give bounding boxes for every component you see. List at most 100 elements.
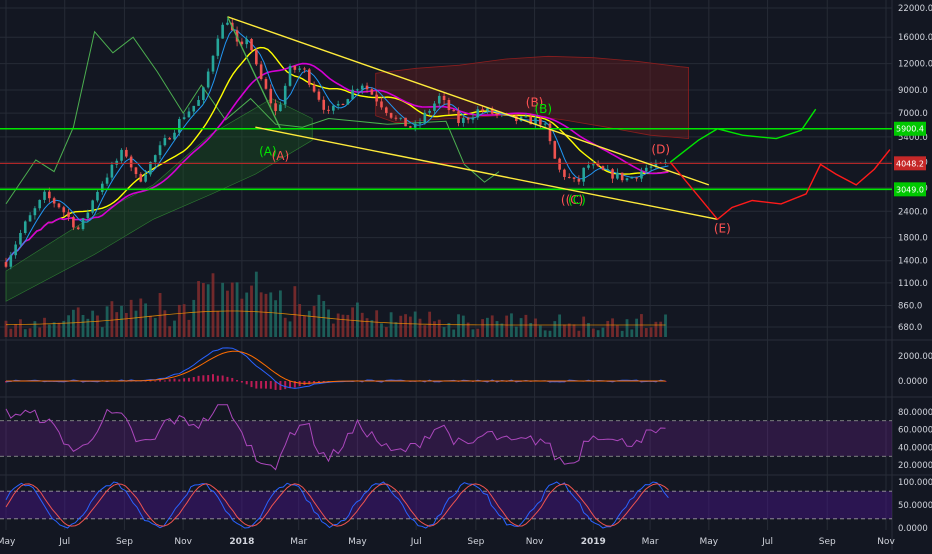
macd-histogram-bar bbox=[168, 379, 171, 382]
stoch-tick-label: 100.0000 bbox=[898, 478, 932, 488]
candle-body bbox=[226, 22, 229, 25]
candle-body bbox=[380, 101, 383, 108]
candle-body bbox=[57, 203, 61, 208]
volume-bar bbox=[211, 273, 215, 337]
x-tick-label: 2019 bbox=[581, 537, 606, 547]
volume-bar bbox=[447, 322, 451, 337]
wave-label: (D) bbox=[651, 143, 670, 157]
macd-histogram-bar bbox=[154, 380, 157, 382]
volume-bar bbox=[307, 310, 311, 337]
x-tick-label: Nov bbox=[877, 537, 895, 547]
candle-body bbox=[341, 103, 345, 105]
volume-bar bbox=[33, 321, 37, 337]
volume-bar bbox=[481, 319, 484, 337]
volume-bar bbox=[336, 313, 340, 337]
macd-histogram-bar bbox=[255, 381, 258, 389]
macd-histogram-bar bbox=[664, 381, 667, 382]
volume-bar bbox=[317, 294, 321, 337]
candle-body bbox=[336, 103, 340, 106]
rsi-tick-label: 20.0000 bbox=[898, 461, 932, 471]
volume-bar bbox=[587, 323, 590, 337]
candle-body bbox=[139, 174, 143, 182]
macd-histogram-bar bbox=[212, 374, 215, 382]
macd-histogram-bar bbox=[159, 380, 162, 382]
candle-body bbox=[616, 172, 619, 179]
volume-bar bbox=[230, 282, 234, 337]
candle-body bbox=[558, 158, 561, 170]
x-tick-label: Jul bbox=[410, 537, 422, 547]
candle-body bbox=[495, 113, 499, 115]
stoch-tick-label: 0.0000 bbox=[898, 524, 928, 534]
volume-ma-line bbox=[5, 310, 666, 326]
candle-body bbox=[476, 109, 480, 118]
volume-bar bbox=[543, 330, 547, 337]
candle-body bbox=[86, 212, 90, 219]
volume-bar bbox=[452, 329, 456, 337]
volume-bar bbox=[558, 314, 562, 337]
candle-body bbox=[91, 200, 94, 213]
volume-bar bbox=[563, 324, 566, 337]
volume-bar bbox=[437, 319, 441, 337]
candle-body bbox=[611, 169, 614, 179]
candle-body bbox=[144, 174, 147, 182]
candle-body bbox=[178, 119, 181, 133]
rsi-tick-label: 40.0000 bbox=[898, 443, 932, 453]
stoch-tick-label: 50.0000 bbox=[898, 501, 932, 511]
candle-body bbox=[437, 95, 441, 104]
candle-body bbox=[409, 126, 412, 128]
volume-bar bbox=[283, 317, 287, 337]
volume-bar bbox=[240, 298, 244, 337]
candle-body bbox=[269, 88, 273, 104]
candle-body bbox=[510, 114, 513, 116]
candle-body bbox=[23, 221, 27, 234]
x-tick-label: Mar bbox=[290, 537, 307, 547]
macd-histogram-bar bbox=[216, 375, 219, 382]
candle-body bbox=[19, 233, 22, 245]
price-label-box bbox=[894, 121, 926, 136]
volume-bar bbox=[293, 286, 297, 337]
x-tick-label: May bbox=[0, 537, 16, 547]
volume-bar bbox=[331, 323, 335, 337]
candle-body bbox=[654, 162, 658, 167]
y-tick-label: 5400.0 bbox=[898, 133, 928, 143]
volume-bar bbox=[346, 314, 350, 337]
macd-histogram-bar bbox=[163, 380, 166, 382]
volume-bar bbox=[630, 329, 634, 337]
x-tick-label: May bbox=[700, 537, 719, 547]
candle-body bbox=[606, 169, 610, 171]
candle-body bbox=[62, 207, 66, 213]
volume-bar bbox=[606, 320, 610, 337]
candle-body bbox=[664, 162, 667, 164]
macd-tick-label: 2000.0000 bbox=[898, 352, 932, 362]
volume-bar bbox=[529, 323, 533, 337]
x-tick-label: Mar bbox=[642, 537, 659, 547]
volume-bar bbox=[47, 324, 51, 337]
y-tick-label: 7000.0 bbox=[898, 109, 928, 119]
candle-body bbox=[563, 169, 566, 177]
candle-body bbox=[433, 103, 436, 111]
wave-label: ((C) bbox=[561, 193, 583, 207]
volume-bar bbox=[182, 304, 186, 337]
candle-body bbox=[428, 110, 431, 113]
volume-bar bbox=[548, 330, 552, 337]
macd-histogram-bar bbox=[149, 380, 152, 382]
candle-body bbox=[125, 149, 128, 157]
candle-body bbox=[76, 227, 80, 230]
candle-body bbox=[303, 68, 306, 70]
volume-bar bbox=[524, 314, 528, 337]
volume-bar bbox=[399, 315, 403, 337]
macd-histogram-bar bbox=[207, 375, 210, 382]
candle-body bbox=[168, 138, 171, 140]
x-tick-label: Nov bbox=[174, 537, 192, 547]
volume-bar bbox=[14, 324, 18, 337]
candle-body bbox=[587, 165, 590, 168]
macd-histogram-bar bbox=[173, 378, 176, 382]
candle-body bbox=[105, 177, 109, 184]
volume-bar bbox=[625, 319, 629, 337]
volume-bar bbox=[19, 319, 22, 337]
candle-body bbox=[67, 212, 70, 217]
y-tick-label: 2400.0 bbox=[898, 207, 928, 217]
candle-body bbox=[490, 108, 494, 114]
candle-body bbox=[572, 177, 576, 179]
